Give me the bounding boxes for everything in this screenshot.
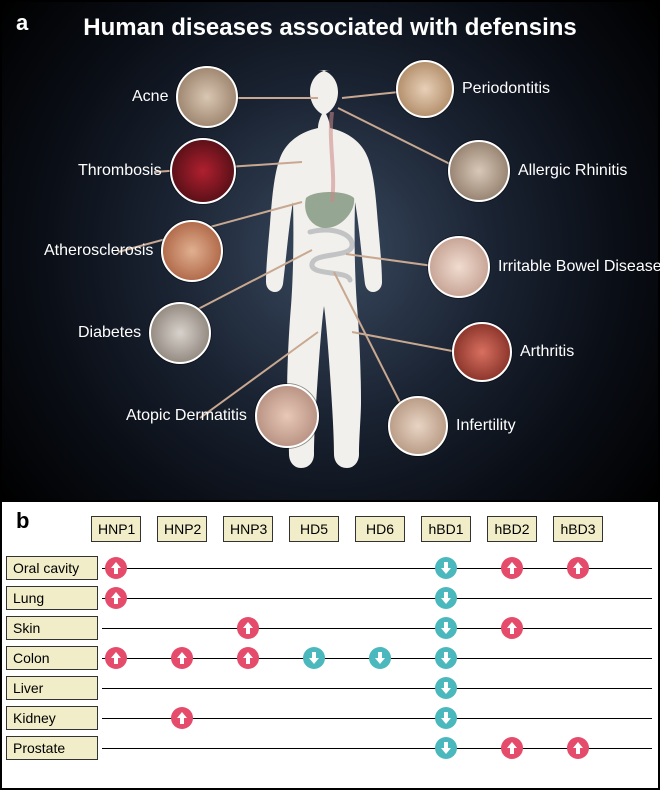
panel-a: a Human diseases associated with defensi… [2,2,658,502]
column-header: HNP1 [91,516,141,542]
down-arrow-icon [435,737,457,759]
disease-image [176,66,238,128]
disease-image [452,322,512,382]
up-arrow-icon [501,557,523,579]
disease-image [149,302,211,364]
row-label: Oral cavity [6,556,98,580]
up-arrow-icon [501,617,523,639]
row-line [102,598,652,599]
up-arrow-icon [105,647,127,669]
disease-node: Atherosclerosis [44,220,223,282]
up-arrow-icon [237,617,259,639]
disease-node: Arthritis [452,322,574,382]
disease-label: Arthritis [520,343,574,361]
disease-node: Irritable Bowel Disease [428,236,660,298]
disease-image [428,236,490,298]
row-label: Kidney [6,706,98,730]
up-arrow-icon [105,587,127,609]
row-label: Colon [6,646,98,670]
down-arrow-icon [435,647,457,669]
disease-node: Acne [132,66,238,128]
up-arrow-icon [105,557,127,579]
disease-node: Infertility [388,396,516,456]
up-arrow-icon [171,707,193,729]
row-label: Prostate [6,736,98,760]
down-arrow-icon [303,647,325,669]
disease-image [388,396,448,456]
up-arrow-icon [171,647,193,669]
disease-image [161,220,223,282]
down-arrow-icon [435,557,457,579]
down-arrow-icon [435,617,457,639]
down-arrow-icon [435,677,457,699]
disease-node: Diabetes [78,302,211,364]
column-header: hBD2 [487,516,537,542]
disease-label: Atopic Dermatitis [126,407,247,425]
disease-image [255,384,319,448]
row-label: Lung [6,586,98,610]
up-arrow-icon [237,647,259,669]
column-header: HD6 [355,516,405,542]
down-arrow-icon [369,647,391,669]
up-arrow-icon [567,737,589,759]
up-arrow-icon [501,737,523,759]
panel-b: b HNP1 HNP2 HNP3 HD5 HD6 hBD1 hBD2 hBD3 Oral ca… [2,502,658,786]
disease-node: Allergic Rhinitis [448,140,627,202]
panel-b-label: b [16,508,29,534]
column-header: HNP3 [223,516,273,542]
down-arrow-icon [435,587,457,609]
row-label: Liver [6,676,98,700]
disease-image [170,138,236,204]
column-header: HNP2 [157,516,207,542]
row-line [102,628,652,629]
down-arrow-icon [435,707,457,729]
disease-label: Infertility [456,417,516,435]
disease-image [396,60,454,118]
disease-label: Atherosclerosis [44,242,153,260]
column-header: hBD3 [553,516,603,542]
disease-node: Atopic Dermatitis [126,384,319,448]
up-arrow-icon [567,557,589,579]
disease-label: Allergic Rhinitis [518,162,627,180]
disease-label: Thrombosis [78,162,162,180]
row-line [102,688,652,689]
disease-node: Periodontitis [396,60,550,118]
row-label: Skin [6,616,98,640]
disease-label: Periodontitis [462,80,550,98]
disease-node: Thrombosis [78,138,236,204]
disease-label: Acne [132,88,168,106]
disease-image [448,140,510,202]
column-header: HD5 [289,516,339,542]
column-header: hBD1 [421,516,471,542]
disease-label: Diabetes [78,324,141,342]
disease-label: Irritable Bowel Disease [498,258,660,276]
